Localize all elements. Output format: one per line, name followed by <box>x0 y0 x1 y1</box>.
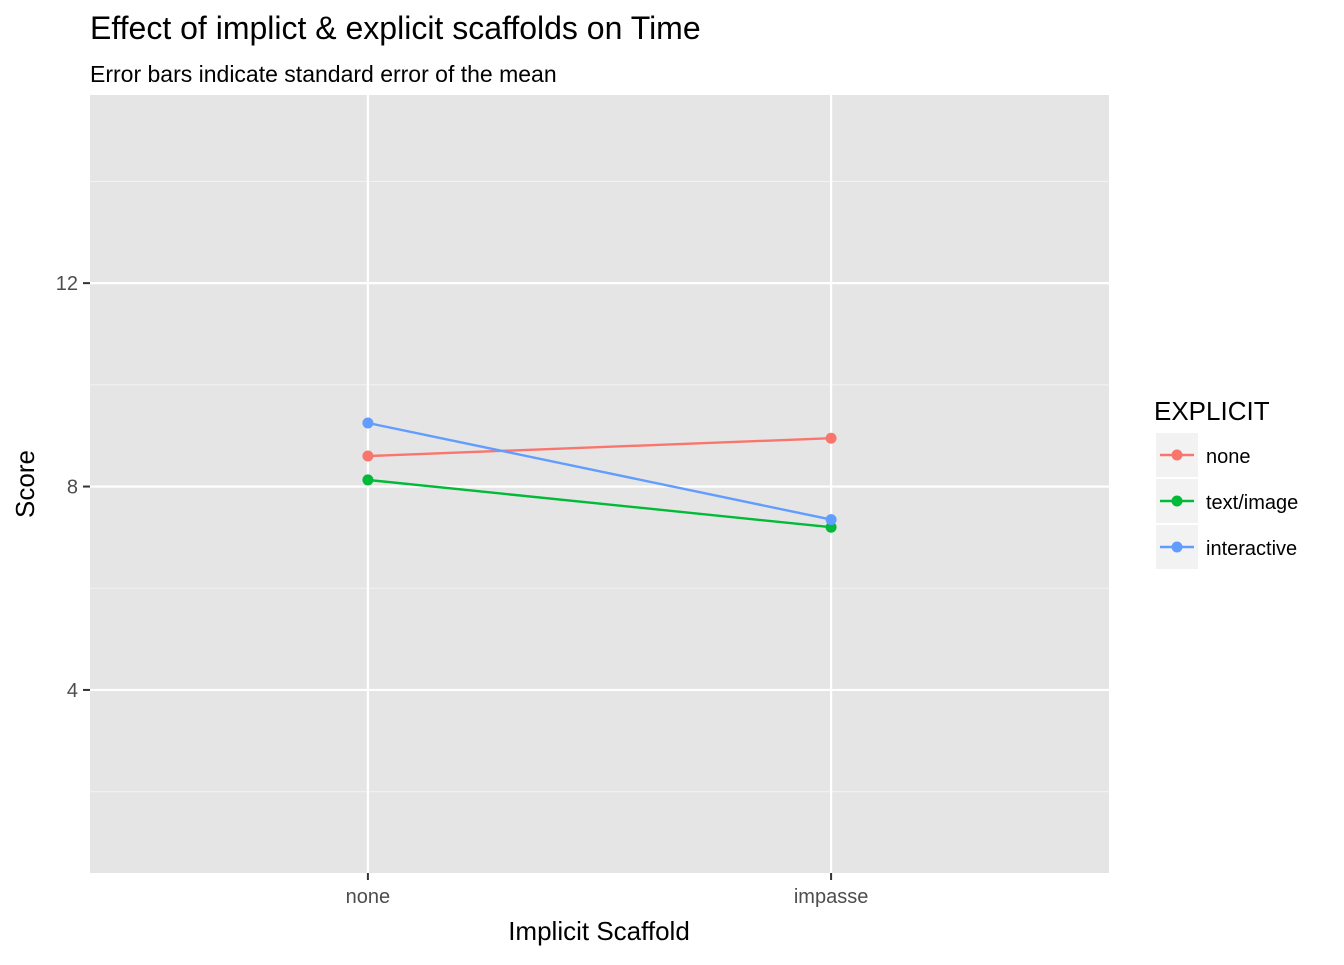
y-tick-label: 12 <box>56 273 78 295</box>
series-line-none <box>367 437 832 458</box>
y-axis: 4 8 12 <box>56 273 90 702</box>
legend-key-point-interactive <box>1171 541 1183 553</box>
data-point-none <box>825 432 837 444</box>
legend: EXPLICIT none text/image interactive <box>1154 396 1298 569</box>
legend-key-point-text-image <box>1171 495 1183 507</box>
legend-title: EXPLICIT <box>1154 396 1270 426</box>
data-point-none <box>362 450 374 462</box>
legend-label-interactive: interactive <box>1206 538 1297 560</box>
x-tick-label: none <box>346 886 391 908</box>
y-tick-label: 4 <box>67 680 78 702</box>
legend-label-none: none <box>1206 446 1251 468</box>
series-line-interactive <box>367 421 832 521</box>
grid-minor <box>90 180 1109 793</box>
series-layer <box>362 417 837 533</box>
legend-key-point-none <box>1171 449 1183 461</box>
x-tick-label: impasse <box>794 886 868 908</box>
chart-title: Effect of implict & explicit scaffolds o… <box>90 10 701 46</box>
y-tick-label: 8 <box>67 477 78 499</box>
x-axis: none impasse <box>346 873 868 908</box>
legend-label-text-image: text/image <box>1206 492 1298 514</box>
data-point-interactive <box>825 514 837 526</box>
x-axis-title: Implicit Scaffold <box>508 916 690 946</box>
data-point-text-image <box>362 474 374 486</box>
chart-subtitle: Error bars indicate standard error of th… <box>90 61 557 87</box>
data-point-interactive <box>362 417 374 429</box>
y-axis-title: Score <box>10 450 40 518</box>
grid-major <box>90 95 1109 873</box>
data-point-text-image <box>825 521 837 533</box>
plot-panel <box>90 95 1109 873</box>
series-line-text-image <box>367 478 832 529</box>
